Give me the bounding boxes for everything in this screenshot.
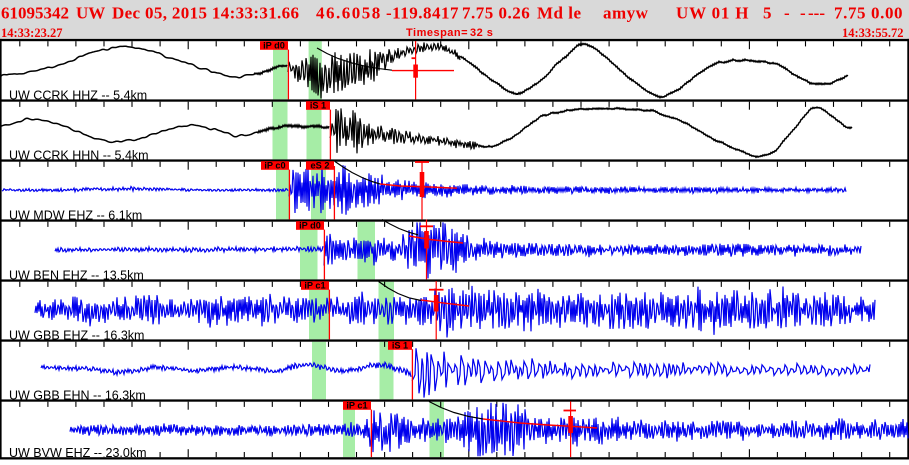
svg-text:UW BEN EHZ -- 13.5km: UW BEN EHZ -- 13.5km: [9, 269, 144, 283]
svg-text:UW MDW EHZ -- 6.1km: UW MDW EHZ -- 6.1km: [9, 209, 142, 223]
svg-text:UW CCRK HHZ -- 5.4km: UW CCRK HHZ -- 5.4km: [9, 89, 147, 103]
svg-text:Timespan=: Timespan=: [406, 27, 468, 39]
svg-text:iP c1: iP c1: [304, 281, 325, 291]
svg-text:-: -: [784, 4, 790, 23]
svg-text:eS 2: eS 2: [311, 161, 330, 171]
svg-text:61095342: 61095342: [1, 4, 69, 23]
svg-text:iP d0: iP d0: [263, 41, 285, 51]
svg-text:Md le: Md le: [537, 4, 582, 23]
svg-text:14:33:23.27: 14:33:23.27: [1, 26, 62, 40]
svg-text:UW GBB EHN -- 16.3km: UW GBB EHN -- 16.3km: [9, 389, 146, 403]
svg-text:-: -: [800, 4, 806, 23]
svg-text:iP c0: iP c0: [264, 161, 285, 171]
svg-text:iS 1: iS 1: [392, 341, 408, 351]
svg-text:-119.8417: -119.8417: [386, 4, 459, 23]
svg-text:iP d0: iP d0: [299, 221, 321, 231]
svg-text:Dec 05, 2015 14:33:31.66: Dec 05, 2015 14:33:31.66: [112, 4, 299, 23]
svg-text:5: 5: [763, 4, 772, 23]
svg-text:iS 1: iS 1: [310, 101, 326, 111]
svg-text:UW: UW: [76, 4, 105, 23]
svg-text:UW GBB EHZ -- 16.3km: UW GBB EHZ -- 16.3km: [9, 329, 144, 343]
svg-text:UW CCRK HHN -- 5.4km: UW CCRK HHN -- 5.4km: [9, 149, 149, 163]
svg-text:46.6058: 46.6058: [316, 4, 382, 23]
svg-text:7.75 0.00: 7.75 0.00: [834, 4, 903, 23]
svg-text:amyw: amyw: [603, 4, 649, 23]
svg-text:32 s: 32 s: [470, 27, 493, 39]
svg-text:---: ---: [808, 4, 825, 23]
svg-text:7.75 0.26: 7.75 0.26: [462, 4, 530, 23]
svg-text:UW BVW EHZ -- 23.0km: UW BVW EHZ -- 23.0km: [9, 446, 147, 460]
svg-text:iP c1: iP c1: [346, 401, 367, 411]
svg-text:UW 01 H: UW 01 H: [676, 4, 749, 23]
svg-text:14:33:55.72: 14:33:55.72: [842, 26, 903, 40]
